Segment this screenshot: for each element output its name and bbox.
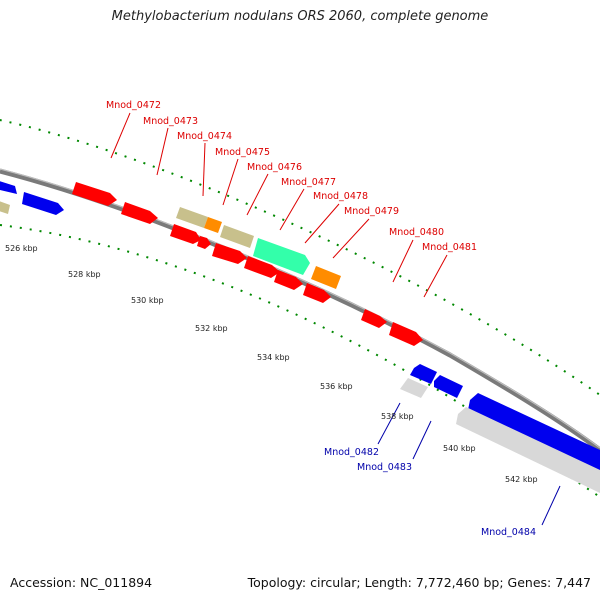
reverse-gene-labels: Mnod_0482 Mnod_0483 Mnod_0484 — [324, 402, 561, 538]
gene-feature-red — [212, 243, 247, 264]
forward-gene-labels: Mnod_0472 Mnod_0473 Mnod_0474 Mnod_0475 … — [106, 100, 477, 298]
gene-feature-gray-long — [456, 407, 600, 493]
gene-feature-red — [389, 322, 423, 346]
gene-label-mnod-0474: Mnod_0474 — [177, 131, 232, 142]
label-leader-line — [412, 420, 432, 460]
gene-label-mnod-0478: Mnod_0478 — [313, 191, 368, 202]
gene-feature-red — [72, 182, 117, 206]
scale-label: 542 kbp — [505, 475, 538, 484]
reverse-strand-features — [400, 364, 600, 493]
label-leader-line — [541, 485, 561, 526]
scale-label: 526 kbp — [5, 244, 38, 253]
label-leader-line — [222, 158, 239, 206]
gene-feature-blue — [434, 375, 463, 398]
gene-feature-red — [121, 202, 158, 224]
gene-feature-red — [244, 256, 280, 278]
gene-feature-orange — [204, 217, 222, 233]
gene-feature-red — [197, 236, 211, 249]
outer-tick-ring — [0, 119, 600, 498]
scale-label: 538 kbp — [381, 412, 414, 421]
scale-label: 540 kbp — [443, 444, 476, 453]
scale-label: 530 kbp — [131, 296, 164, 305]
label-leader-line — [110, 112, 131, 159]
label-leader-line — [423, 254, 448, 298]
gene-feature-red — [274, 270, 303, 290]
forward-strand-features — [0, 181, 423, 346]
genome-summary-text: Topology: circular; Length: 7,772,460 bp… — [247, 575, 591, 590]
scale-label: 536 kbp — [320, 382, 353, 391]
gene-feature-red — [361, 309, 387, 328]
scale-label: 528 kbp — [68, 270, 101, 279]
gene-feature-blue-long — [468, 393, 600, 472]
gene-feature-blue — [0, 181, 17, 194]
gene-feature-teal — [253, 238, 310, 275]
gene-feature-red — [170, 224, 201, 244]
gene-label-mnod-0473: Mnod_0473 — [143, 116, 198, 127]
gene-label-mnod-0482: Mnod_0482 — [324, 447, 379, 458]
gene-feature-red — [303, 283, 331, 303]
gene-label-mnod-0481: Mnod_0481 — [422, 242, 477, 253]
gene-label-mnod-0483: Mnod_0483 — [357, 462, 412, 473]
label-leader-line — [392, 239, 414, 283]
accession-text: Accession: NC_011894 — [10, 575, 153, 590]
gene-label-mnod-0479: Mnod_0479 — [344, 206, 399, 217]
gene-label-mnod-0472: Mnod_0472 — [106, 100, 161, 111]
gene-feature-orange — [311, 266, 341, 289]
gene-label-mnod-0475: Mnod_0475 — [215, 147, 270, 158]
genome-backbone — [0, 168, 600, 453]
gene-label-mnod-0477: Mnod_0477 — [281, 177, 336, 188]
scale-label: 534 kbp — [257, 353, 290, 362]
label-leader-line — [202, 142, 206, 197]
gene-feature-tan — [0, 201, 10, 214]
page-title: Methylobacterium nodulans ORS 2060, comp… — [111, 9, 489, 24]
gene-label-mnod-0484: Mnod_0484 — [481, 527, 536, 538]
kbp-scale-labels: 526 kbp 528 kbp 530 kbp 532 kbp 534 kbp … — [5, 244, 538, 484]
label-leader-line — [377, 402, 401, 445]
label-leader-line — [156, 127, 169, 176]
gene-feature-tan — [176, 207, 208, 228]
label-leader-line — [332, 218, 370, 259]
label-leader-line — [246, 173, 269, 216]
inner-dot-ring-top — [0, 224, 600, 498]
gene-feature-blue — [410, 364, 437, 384]
scale-label: 532 kbp — [195, 324, 228, 333]
label-leader-line — [279, 188, 305, 231]
gene-feature-tan — [220, 225, 254, 248]
label-leader-line — [304, 203, 340, 244]
gene-label-mnod-0480: Mnod_0480 — [389, 227, 444, 238]
gene-label-mnod-0476: Mnod_0476 — [247, 162, 302, 173]
gene-feature-blue — [22, 192, 64, 215]
genome-backbone-highlight — [0, 168, 600, 449]
gene-feature-gray — [400, 378, 428, 398]
